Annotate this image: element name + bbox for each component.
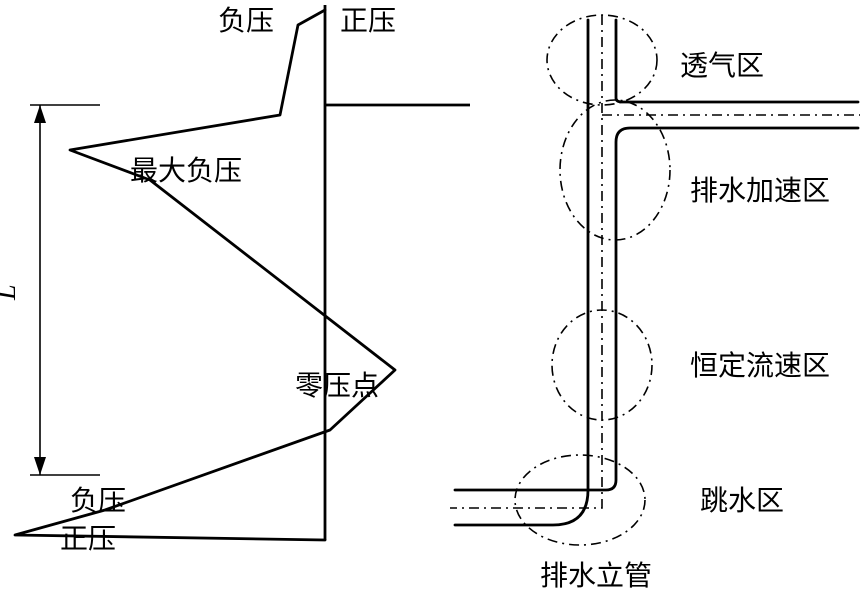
dim-arrow-bottom xyxy=(34,457,46,475)
label-zero-point: 零压点 xyxy=(295,371,379,402)
label-pos-bot: 正压 xyxy=(60,524,116,555)
label-max-neg: 最大负压 xyxy=(130,155,242,187)
zone-ellipses xyxy=(515,15,670,545)
dimension-L xyxy=(30,105,100,475)
label-zone-accel: 排水加速区 xyxy=(690,175,830,207)
dim-arrow-top xyxy=(34,105,46,123)
label-neg-bot: 负压 xyxy=(70,485,126,517)
riser-pipe-walls xyxy=(455,20,858,525)
pressure-curve xyxy=(15,10,395,540)
zone-ellipse-jump xyxy=(515,455,645,545)
label-pos-top: 正压 xyxy=(340,6,396,37)
label-neg-top: 负压 xyxy=(218,5,274,37)
label-zone-vent: 透气区 xyxy=(680,50,764,82)
label-riser: 排水立管 xyxy=(540,560,652,592)
riser-centerlines xyxy=(450,15,860,508)
left-pressure-diagram: 负压 正压 最大负压 零压点 负压 正压 L xyxy=(0,5,470,555)
right-riser-diagram: 透气区 排水加速区 恒定流速区 跳水区 排水立管 xyxy=(450,15,860,592)
label-zone-jump: 跳水区 xyxy=(700,485,784,517)
label-zone-const: 恒定流速区 xyxy=(690,350,830,382)
label-L: L xyxy=(0,284,22,301)
diagram-canvas: 负压 正压 最大负压 零压点 负压 正压 L 透 xyxy=(0,0,865,593)
